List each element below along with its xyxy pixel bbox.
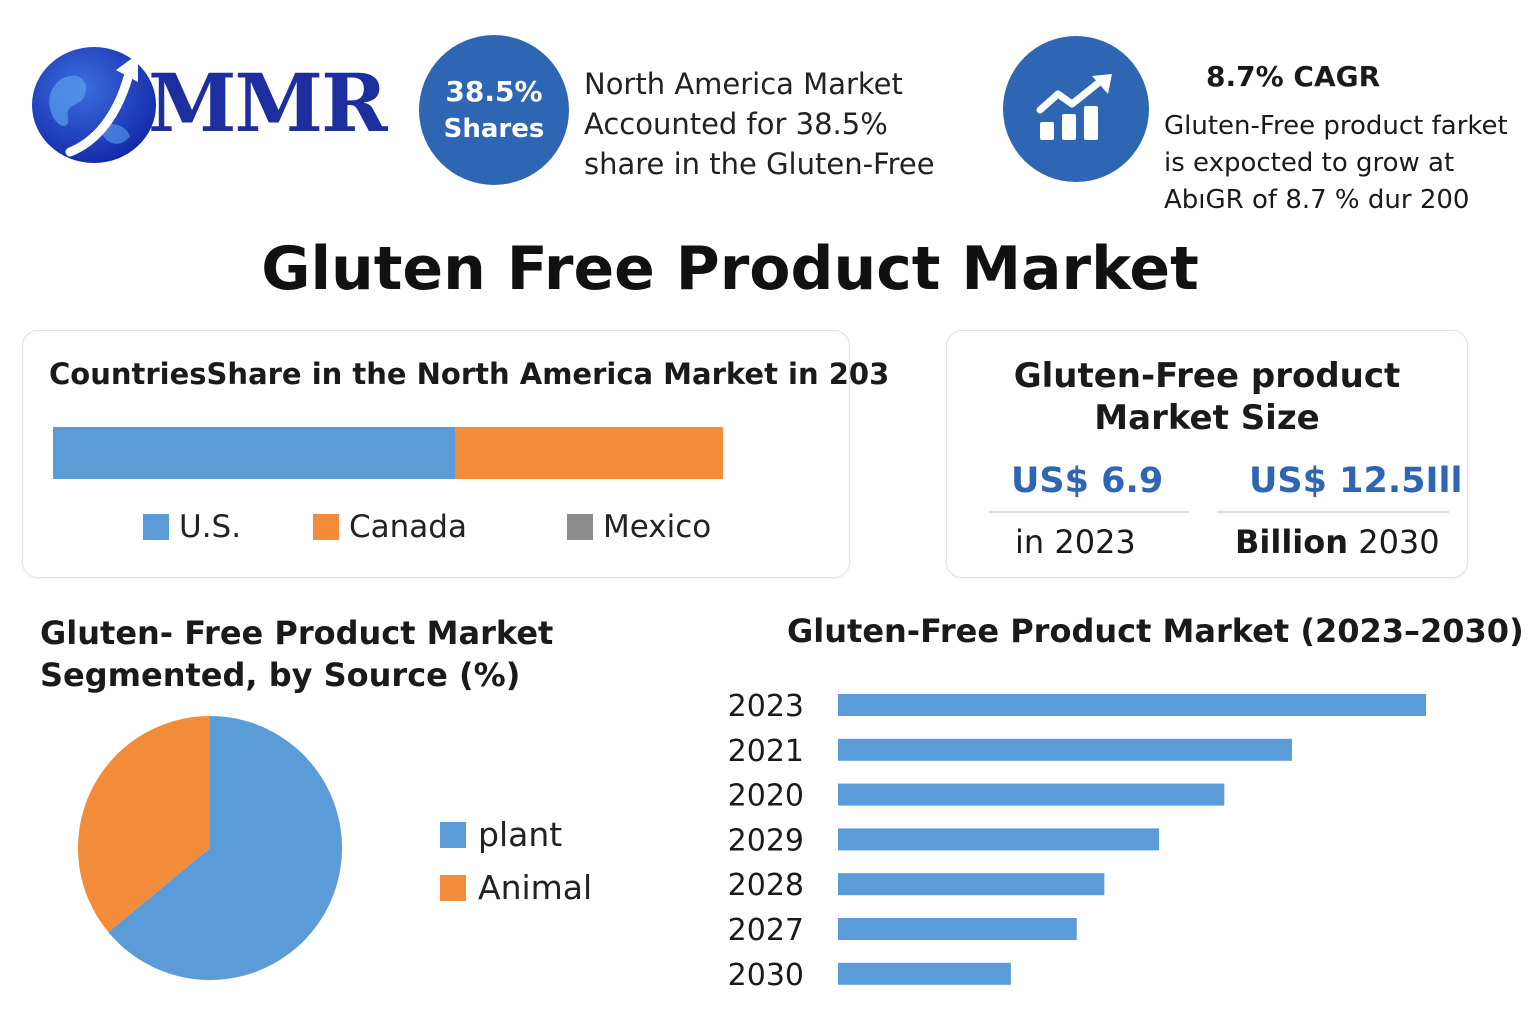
bar-chart-title: Gluten-Free Product Market (2023–2030) [787,612,1524,650]
globe-arrow-icon [32,47,156,163]
pie-title-line2: Segmented, by Source (%) [40,656,521,694]
legend-label: Mexico [603,509,712,545]
legend-label: plant [478,815,563,854]
stacked-bar-segment-us [53,427,455,479]
share-badge: 38.5% Shares [419,35,569,185]
share-label: Shares [443,114,545,144]
pie-chart-title: Gluten- Free Product Market Segmented, b… [40,612,553,696]
market-size-2030-year: 2030 [1358,523,1440,561]
legend-swatch [143,514,169,540]
bar-category-label: 2029 [728,823,804,858]
market-size-2023-label: in 2023 [1015,523,1136,561]
legend-item-animal: Animal [440,868,592,907]
countries-chart-title: CountriesShare in the North America Mark… [49,357,890,391]
legend-swatch [440,874,466,901]
brand-name: MMR [148,56,388,150]
pie-chart [78,716,342,980]
legend-swatch [440,821,466,848]
legend-item-us: U.S. [143,509,241,545]
pie-title-line1: Gluten- Free Product Market [40,614,554,652]
legend-swatch [567,514,593,540]
market-size-card: Gluten-Free product Market Size US$ 6.9 … [946,330,1468,578]
page-title: Gluten Free Product Market [261,234,1199,304]
market-size-2030-label: Billion 2030 [1235,523,1440,561]
legend-label: Canada [349,509,467,545]
mmr-logo: MMR [30,40,388,170]
share-description: North America Market Accounted for 38.5%… [584,67,935,181]
bar-2021 [838,738,1292,761]
stacked-bar-segment-canada [455,427,723,479]
pie-slice-animal [78,716,210,933]
market-size-title: Gluten-Free product Market Size [931,355,1483,439]
cagr-badge [1003,36,1149,182]
market-size-title-line2: Market Size [1094,398,1320,438]
bar-2020 [838,783,1225,806]
bar-2027 [838,918,1077,940]
legend-item-mexico: Mexico [567,509,711,545]
market-size-2023-value: US$ 6.9 [1011,461,1164,501]
legend-item-plant: plant [440,815,562,854]
bar-category-label: 2028 [728,868,804,903]
bar-category-label: 2020 [728,779,804,814]
bar-category-label: 2021 [728,734,804,769]
bar-2030 [838,962,1011,985]
cagr-description: Gluten-Free product farket is expocted t… [1164,111,1508,215]
market-size-2030-unit: Billion [1235,523,1349,561]
bar-chart: 2023 2021 2020 2029 2028 2027 2030 [728,689,1426,993]
legend-label: U.S. [179,509,242,545]
bar-category-label: 2023 [728,689,804,724]
market-size-title-line1: Gluten-Free product [1013,356,1401,396]
bar-category-label: 2030 [728,958,804,993]
divider [1217,511,1449,513]
divider [989,511,1189,513]
market-size-2030-value: US$ 12.5Ill [1249,461,1463,501]
legend-item-canada: Canada [313,509,467,545]
bar-2029 [838,828,1160,851]
growth-chart-icon [1036,74,1112,140]
bar-category-label: 2027 [728,913,804,948]
countries-share-card: CountriesShare in the North America Mark… [22,330,889,578]
share-value: 38.5% [445,75,543,108]
legend-swatch [313,514,339,540]
pie-slice-plant [108,716,342,980]
bar-2028 [838,873,1105,896]
cagr-title: 8.7% CAGR [1206,60,1381,93]
legend-label: Animal [478,868,593,907]
bar-2023 [838,694,1426,716]
